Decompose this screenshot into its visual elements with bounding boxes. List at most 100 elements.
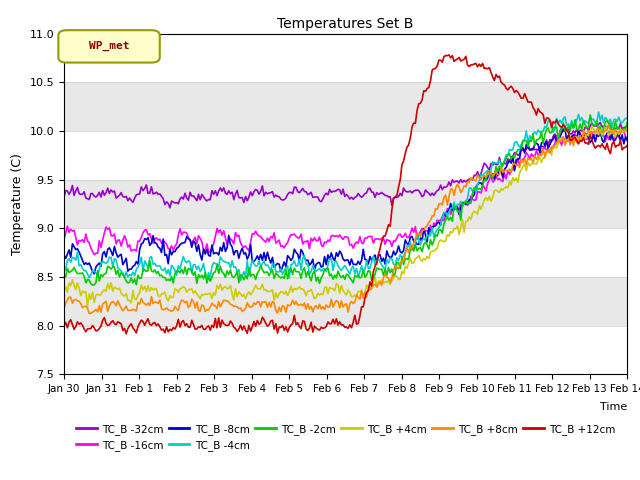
TC_B -8cm: [186, 237, 194, 242]
Line: TC_B -16cm: TC_B -16cm: [64, 132, 627, 255]
TC_B -16cm: [186, 238, 194, 243]
TC_B -2cm: [89, 282, 97, 288]
Line: TC_B +4cm: TC_B +4cm: [64, 127, 627, 307]
Line: TC_B -2cm: TC_B -2cm: [64, 115, 627, 285]
TC_B +12cm: [524, 99, 532, 105]
TC_B -4cm: [529, 131, 537, 136]
TC_B -4cm: [228, 258, 236, 264]
TC_B -32cm: [378, 190, 385, 195]
Text: WP_met: WP_met: [89, 41, 129, 51]
TC_B -8cm: [522, 142, 530, 147]
TC_B -2cm: [230, 275, 237, 280]
TC_B +12cm: [378, 239, 385, 244]
Title: Temperatures Set B: Temperatures Set B: [277, 17, 414, 31]
TC_B +8cm: [378, 282, 385, 288]
Line: TC_B -32cm: TC_B -32cm: [64, 122, 627, 208]
TC_B -4cm: [184, 258, 192, 264]
Text: Time: Time: [600, 402, 627, 412]
TC_B -2cm: [529, 131, 537, 137]
TC_B -4cm: [378, 262, 385, 268]
TC_B +8cm: [623, 128, 631, 134]
Bar: [64, 34, 627, 82]
TC_B +12cm: [531, 108, 539, 113]
TC_B +8cm: [67, 294, 75, 300]
TC_B -8cm: [60, 252, 68, 258]
TC_B -2cm: [67, 268, 75, 274]
TC_B -2cm: [186, 266, 194, 272]
TC_B -32cm: [529, 145, 537, 151]
TC_B +8cm: [186, 302, 194, 308]
TC_B -16cm: [378, 235, 385, 241]
TC_B -4cm: [237, 277, 244, 283]
TC_B +4cm: [522, 168, 530, 174]
TC_B +4cm: [623, 126, 631, 132]
TC_B -4cm: [595, 109, 602, 115]
TC_B +12cm: [186, 324, 194, 330]
TC_B +4cm: [186, 287, 194, 292]
TC_B +8cm: [230, 303, 237, 309]
TC_B +12cm: [60, 323, 68, 328]
TC_B +8cm: [605, 122, 612, 128]
TC_B +4cm: [67, 283, 75, 288]
TC_B -4cm: [60, 267, 68, 273]
Bar: [64, 82, 627, 131]
TC_B -32cm: [596, 120, 604, 125]
TC_B +4cm: [378, 277, 385, 283]
Bar: [64, 131, 627, 180]
TC_B -8cm: [230, 252, 237, 258]
TC_B -16cm: [623, 137, 631, 143]
TC_B -8cm: [90, 271, 98, 276]
TC_B -8cm: [67, 254, 75, 260]
TC_B +8cm: [85, 311, 93, 316]
Bar: [64, 180, 627, 228]
TC_B -16cm: [90, 252, 98, 258]
TC_B +8cm: [60, 306, 68, 312]
TC_B -32cm: [67, 189, 75, 194]
TC_B -2cm: [586, 112, 594, 118]
TC_B -16cm: [529, 153, 537, 159]
TC_B -32cm: [186, 190, 194, 195]
Bar: [64, 277, 627, 326]
Bar: [64, 326, 627, 374]
TC_B -32cm: [522, 146, 530, 152]
TC_B -8cm: [529, 147, 537, 153]
TC_B +12cm: [230, 324, 237, 330]
TC_B -16cm: [67, 227, 75, 232]
Bar: [64, 228, 627, 277]
TC_B +4cm: [60, 288, 68, 294]
TC_B +4cm: [588, 124, 596, 130]
Line: TC_B -8cm: TC_B -8cm: [64, 128, 627, 274]
TC_B -4cm: [67, 259, 75, 265]
TC_B -16cm: [620, 129, 628, 134]
TC_B -32cm: [60, 194, 68, 200]
TC_B -2cm: [522, 138, 530, 144]
Y-axis label: Temperature (C): Temperature (C): [11, 153, 24, 255]
TC_B +8cm: [522, 162, 530, 168]
TC_B -32cm: [166, 205, 173, 211]
TC_B -2cm: [60, 273, 68, 279]
TC_B -4cm: [623, 116, 631, 122]
Line: TC_B -4cm: TC_B -4cm: [64, 112, 627, 280]
TC_B -8cm: [378, 259, 385, 264]
TC_B -4cm: [522, 128, 530, 134]
FancyBboxPatch shape: [58, 30, 160, 62]
Legend: TC_B -32cm, TC_B -16cm, TC_B -8cm, TC_B -4cm, TC_B -2cm, TC_B +4cm, TC_B +8cm, T: TC_B -32cm, TC_B -16cm, TC_B -8cm, TC_B …: [76, 424, 615, 451]
TC_B -32cm: [623, 124, 631, 130]
TC_B -8cm: [623, 137, 631, 143]
TC_B +4cm: [84, 304, 92, 310]
Line: TC_B +8cm: TC_B +8cm: [64, 125, 627, 313]
TC_B +12cm: [445, 52, 453, 58]
TC_B -8cm: [561, 125, 569, 131]
TC_B +8cm: [529, 159, 537, 165]
TC_B -16cm: [522, 150, 530, 156]
TC_B +12cm: [67, 317, 75, 323]
Line: TC_B +12cm: TC_B +12cm: [64, 55, 627, 334]
TC_B +4cm: [230, 297, 237, 303]
TC_B -2cm: [623, 120, 631, 125]
TC_B +12cm: [623, 143, 631, 148]
TC_B -16cm: [60, 237, 68, 242]
TC_B -32cm: [230, 197, 237, 203]
TC_B -2cm: [378, 266, 385, 272]
TC_B +4cm: [529, 160, 537, 166]
TC_B +12cm: [122, 331, 130, 336]
